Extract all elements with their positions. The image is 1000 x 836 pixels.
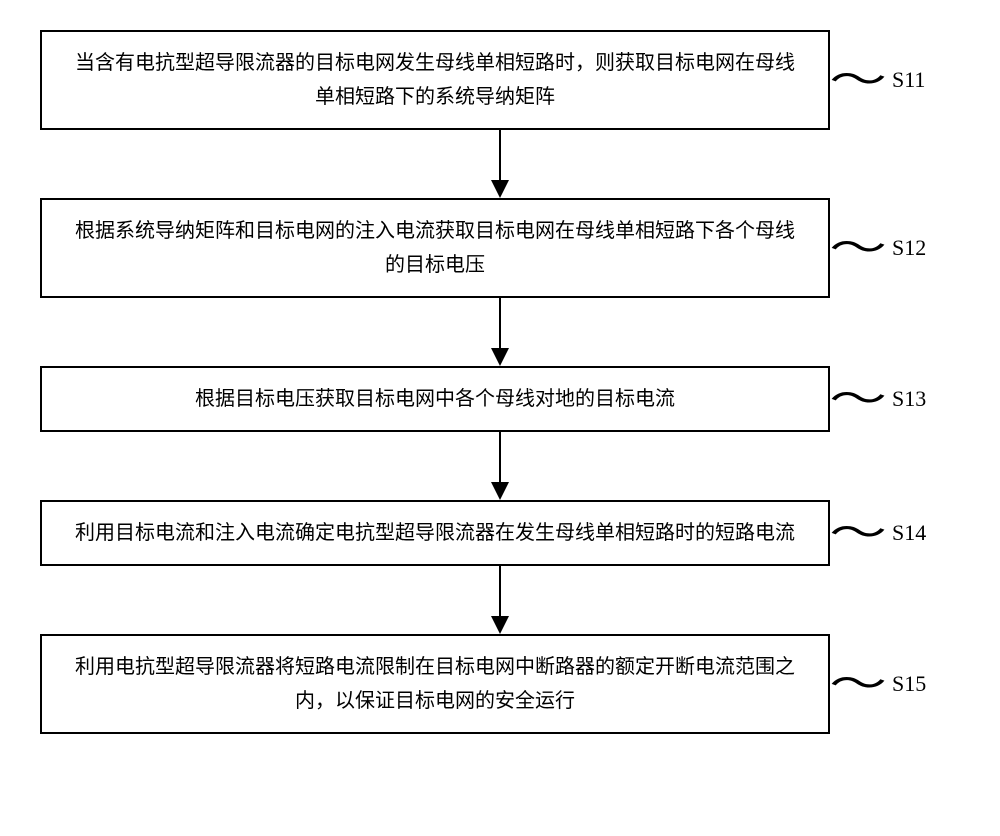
arrow-line [499, 432, 501, 482]
label-group-4: 〜 S14 [842, 517, 926, 549]
step-text-4: 利用目标电流和注入电流确定电抗型超导限流器在发生母线单相短路时的短路电流 [75, 522, 795, 544]
arrow-head-icon [491, 348, 509, 366]
step-text-3: 根据目标电压获取目标电网中各个母线对地的目标电流 [195, 388, 675, 410]
step-row-3: 根据目标电压获取目标电网中各个母线对地的目标电流 〜 S13 [40, 366, 960, 432]
arrow-2 [105, 298, 895, 366]
step-label-3: S13 [892, 386, 926, 412]
tilde-icon: 〜 [829, 61, 887, 99]
arrow-head-icon [491, 616, 509, 634]
step-label-2: S12 [892, 235, 926, 261]
step-box-1: 当含有电抗型超导限流器的目标电网发生母线单相短路时，则获取目标电网在母线单相短路… [40, 30, 830, 130]
step-text-2: 根据系统导纳矩阵和目标电网的注入电流获取目标电网在母线单相短路下各个母线的目标电… [75, 220, 795, 276]
arrow-head-icon [491, 180, 509, 198]
flowchart-container: 当含有电抗型超导限流器的目标电网发生母线单相短路时，则获取目标电网在母线单相短路… [40, 30, 960, 734]
arrow-line [499, 130, 501, 180]
tilde-icon: 〜 [829, 514, 887, 552]
step-box-4: 利用目标电流和注入电流确定电抗型超导限流器在发生母线单相短路时的短路电流 [40, 500, 830, 566]
label-group-1: 〜 S11 [842, 64, 925, 96]
arrow-line [499, 566, 501, 616]
tilde-icon: 〜 [829, 380, 887, 418]
step-box-2: 根据系统导纳矩阵和目标电网的注入电流获取目标电网在母线单相短路下各个母线的目标电… [40, 198, 830, 298]
arrow-4 [105, 566, 895, 634]
label-group-3: 〜 S13 [842, 383, 926, 415]
step-label-4: S14 [892, 520, 926, 546]
arrow-line [499, 298, 501, 348]
step-box-3: 根据目标电压获取目标电网中各个母线对地的目标电流 [40, 366, 830, 432]
arrow-1 [105, 130, 895, 198]
label-group-5: 〜 S15 [842, 668, 926, 700]
arrow-head-icon [491, 482, 509, 500]
label-group-2: 〜 S12 [842, 232, 926, 264]
step-text-1: 当含有电抗型超导限流器的目标电网发生母线单相短路时，则获取目标电网在母线单相短路… [75, 52, 795, 108]
tilde-icon: 〜 [829, 665, 887, 703]
step-text-5: 利用电抗型超导限流器将短路电流限制在目标电网中断路器的额定开断电流范围之内，以保… [75, 656, 795, 712]
step-row-5: 利用电抗型超导限流器将短路电流限制在目标电网中断路器的额定开断电流范围之内，以保… [40, 634, 960, 734]
step-label-1: S11 [892, 67, 925, 93]
step-row-2: 根据系统导纳矩阵和目标电网的注入电流获取目标电网在母线单相短路下各个母线的目标电… [40, 198, 960, 298]
step-box-5: 利用电抗型超导限流器将短路电流限制在目标电网中断路器的额定开断电流范围之内，以保… [40, 634, 830, 734]
step-row-4: 利用目标电流和注入电流确定电抗型超导限流器在发生母线单相短路时的短路电流 〜 S… [40, 500, 960, 566]
arrow-3 [105, 432, 895, 500]
tilde-icon: 〜 [829, 229, 887, 267]
step-label-5: S15 [892, 671, 926, 697]
step-row-1: 当含有电抗型超导限流器的目标电网发生母线单相短路时，则获取目标电网在母线单相短路… [40, 30, 960, 130]
